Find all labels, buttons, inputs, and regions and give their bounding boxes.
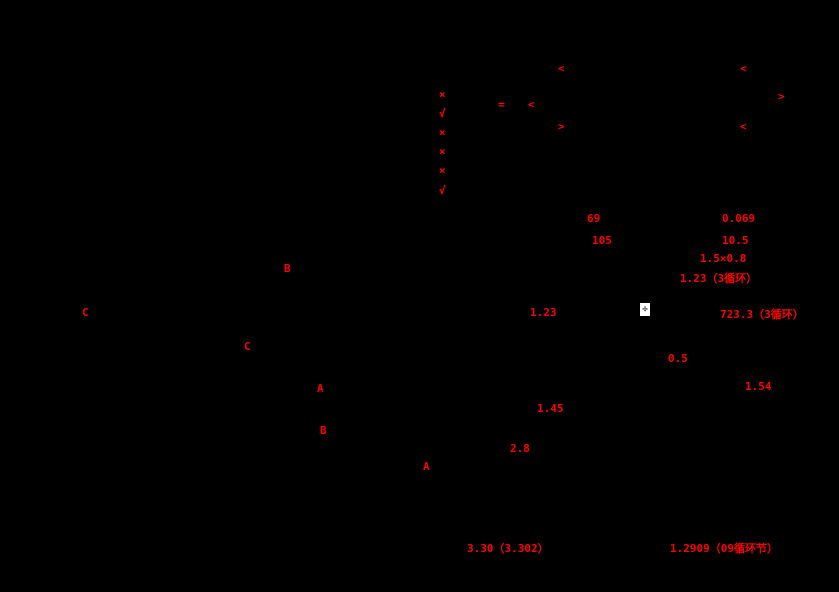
fillin-7: 1.23 bbox=[530, 306, 557, 319]
compare-1a: < bbox=[558, 62, 565, 75]
choice-1: B bbox=[284, 262, 291, 275]
fillin-4: 10.5 bbox=[722, 234, 749, 247]
choice-5: B bbox=[320, 424, 327, 437]
choice-4: A bbox=[317, 382, 324, 395]
fillin-3: 105 bbox=[592, 234, 612, 247]
judgment-5: × bbox=[439, 164, 446, 177]
fillin-12: 2.8 bbox=[510, 442, 530, 455]
fillin-6: 1.23（3循环） bbox=[680, 270, 757, 286]
choice-3: C bbox=[244, 340, 251, 353]
fillin-8: 723.3（3循环） bbox=[720, 306, 804, 322]
fillin-9: 0.5 bbox=[668, 352, 688, 365]
judgment-3: × bbox=[439, 126, 446, 139]
compare-2b: > bbox=[778, 90, 785, 103]
judgment-4: × bbox=[439, 145, 446, 158]
choice-6: A bbox=[423, 460, 430, 473]
fillin-14: 1.2909（09循环节） bbox=[670, 540, 778, 556]
compare-2a: < bbox=[740, 62, 747, 75]
judgment-2: √ bbox=[439, 107, 446, 120]
fillin-1: 69 bbox=[587, 212, 600, 225]
fillin-11: 1.45 bbox=[537, 402, 564, 415]
fillin-5: 1.5×0.8 bbox=[700, 252, 746, 265]
choice-2: C bbox=[82, 306, 89, 319]
fillin-2: 0.069 bbox=[722, 212, 755, 225]
compare-2c: < bbox=[740, 120, 747, 133]
judgment-1: × bbox=[439, 88, 446, 101]
fillin-13: 3.30（3.302） bbox=[467, 540, 549, 556]
judgment-6: √ bbox=[439, 184, 446, 197]
compare-eq: = bbox=[498, 98, 505, 111]
fillin-10: 1.54 bbox=[745, 380, 772, 393]
compare-1c: > bbox=[558, 120, 565, 133]
compare-1b: < bbox=[528, 98, 535, 111]
highlight-note: ÷ bbox=[640, 303, 650, 316]
